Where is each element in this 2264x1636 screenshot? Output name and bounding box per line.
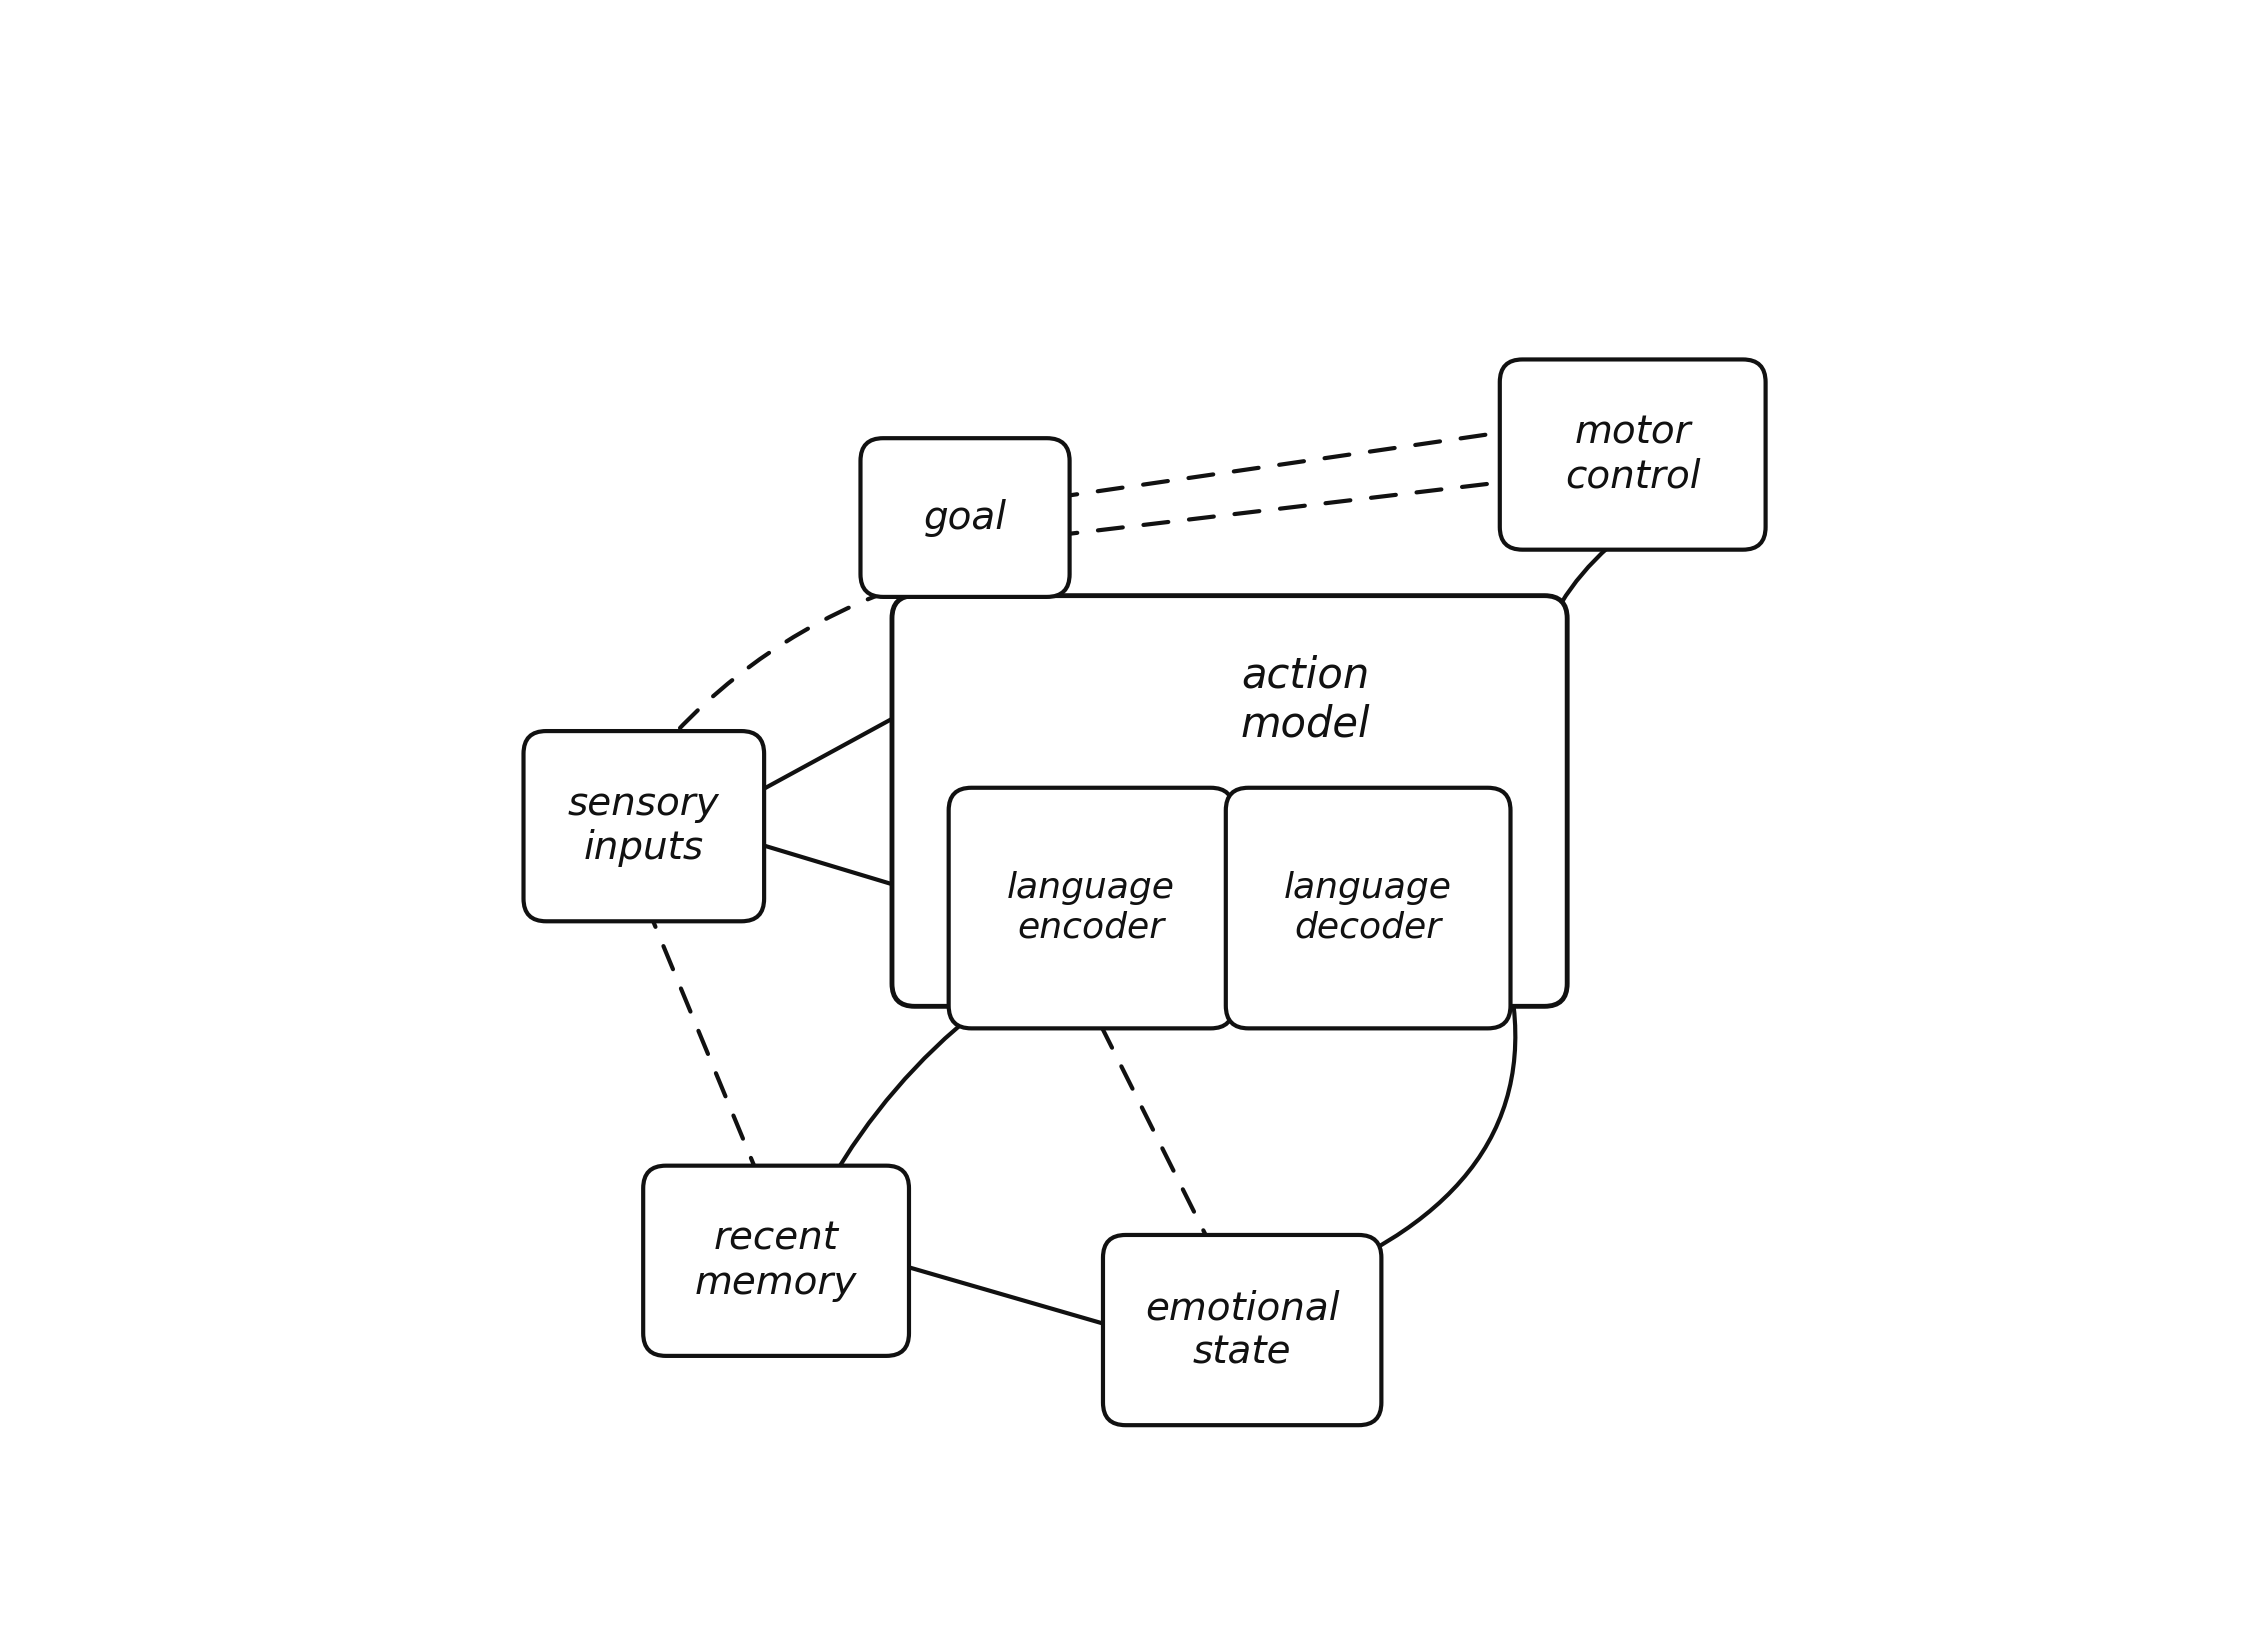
Text: motor
control: motor control xyxy=(1564,414,1700,496)
FancyBboxPatch shape xyxy=(1225,789,1510,1029)
FancyBboxPatch shape xyxy=(643,1166,908,1356)
FancyBboxPatch shape xyxy=(892,596,1567,1006)
Text: language
encoder: language encoder xyxy=(1007,872,1175,944)
FancyBboxPatch shape xyxy=(1499,360,1766,550)
FancyBboxPatch shape xyxy=(949,789,1234,1029)
FancyBboxPatch shape xyxy=(1103,1235,1381,1425)
Text: emotional
state: emotional state xyxy=(1146,1289,1340,1371)
FancyBboxPatch shape xyxy=(860,438,1069,597)
Text: sensory
inputs: sensory inputs xyxy=(568,785,720,867)
FancyBboxPatch shape xyxy=(523,731,765,921)
Text: action
model: action model xyxy=(1241,654,1370,746)
Text: goal: goal xyxy=(924,499,1007,537)
Text: recent
memory: recent memory xyxy=(695,1220,858,1302)
Text: language
decoder: language decoder xyxy=(1284,872,1451,944)
